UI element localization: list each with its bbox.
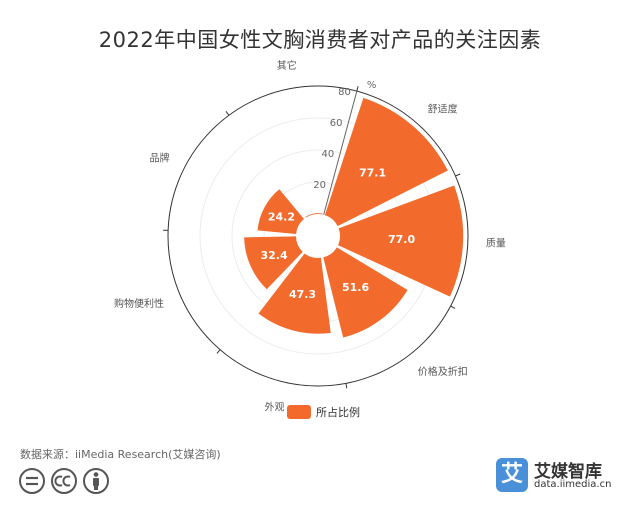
radial-unit-label: % — [367, 80, 377, 91]
category-label: 购物便利性 — [114, 297, 164, 310]
value-label: 47.3 — [289, 288, 316, 301]
bar-sector-7[interactable] — [305, 213, 323, 218]
angular-axis-ticks — [163, 86, 461, 389]
value-label: 32.4 — [261, 249, 288, 262]
value-labels: 77.1 77.0 51.6 47.3 32.4 24.2 0.5 — [261, 167, 416, 301]
radial-axis-line — [323, 90, 358, 215]
outer-ring — [167, 85, 469, 387]
angular-tick — [356, 86, 359, 92]
angular-tick — [225, 110, 230, 116]
bar-sector-1[interactable] — [324, 97, 448, 227]
brand-name: 艾媒智库 — [534, 462, 602, 482]
data-source-note: 数据来源：iiMedia Research(艾媒咨询) — [20, 448, 221, 461]
category-label: 价格及折扣 — [418, 365, 468, 378]
radial-tick-label: 20 — [313, 180, 326, 191]
brand-url: data.iimedia.cn — [534, 479, 612, 490]
value-label: 77.0 — [388, 233, 415, 246]
radial-tick-label: 40 — [322, 149, 335, 160]
bar-sector-3[interactable] — [323, 247, 408, 338]
category-label: 外观 — [265, 401, 285, 413]
radial-tick-labels: 20 40 60 80 — [313, 87, 351, 191]
bar-sector-2[interactable] — [337, 185, 464, 297]
radial-tick-label: 60 — [330, 118, 343, 129]
creative-commons-icon — [51, 468, 77, 494]
value-label: 24.2 — [268, 211, 295, 224]
legend-label[interactable]: 所占比例 — [316, 405, 360, 419]
value-label: 0.5 — [301, 191, 321, 204]
angular-tick — [216, 349, 221, 354]
brand-badge-icon: 艾 — [496, 458, 528, 492]
legend[interactable]: 所占比例 — [287, 405, 360, 419]
bar-sector-6[interactable] — [257, 189, 304, 234]
value-label: 51.6 — [342, 281, 369, 294]
category-label: 品牌 — [149, 151, 169, 164]
bar-sector-4[interactable] — [258, 253, 331, 334]
bar-sectors — [244, 97, 464, 338]
angular-tick — [345, 383, 348, 389]
category-label: 舒适度 — [428, 103, 458, 116]
brand-logo: 艾 艾媒智库 data.iimedia.cn — [496, 458, 618, 494]
equal-sign-icon — [19, 468, 45, 494]
category-label: 其它 — [277, 59, 297, 72]
category-label: 质量 — [486, 237, 506, 249]
bar-sector-5[interactable] — [244, 236, 303, 290]
angular-tick — [455, 173, 461, 177]
value-label: 77.1 — [359, 167, 386, 180]
attribution-person-icon — [83, 468, 109, 494]
angular-tick — [450, 305, 456, 309]
legend-swatch[interactable] — [287, 405, 311, 419]
chart-title: 2022年中国女性文胸消费者对产品的关注因素 — [98, 28, 542, 52]
radial-tick-label: 80 — [338, 87, 351, 98]
radial-axis: % — [323, 80, 377, 215]
license-icons — [19, 468, 109, 494]
